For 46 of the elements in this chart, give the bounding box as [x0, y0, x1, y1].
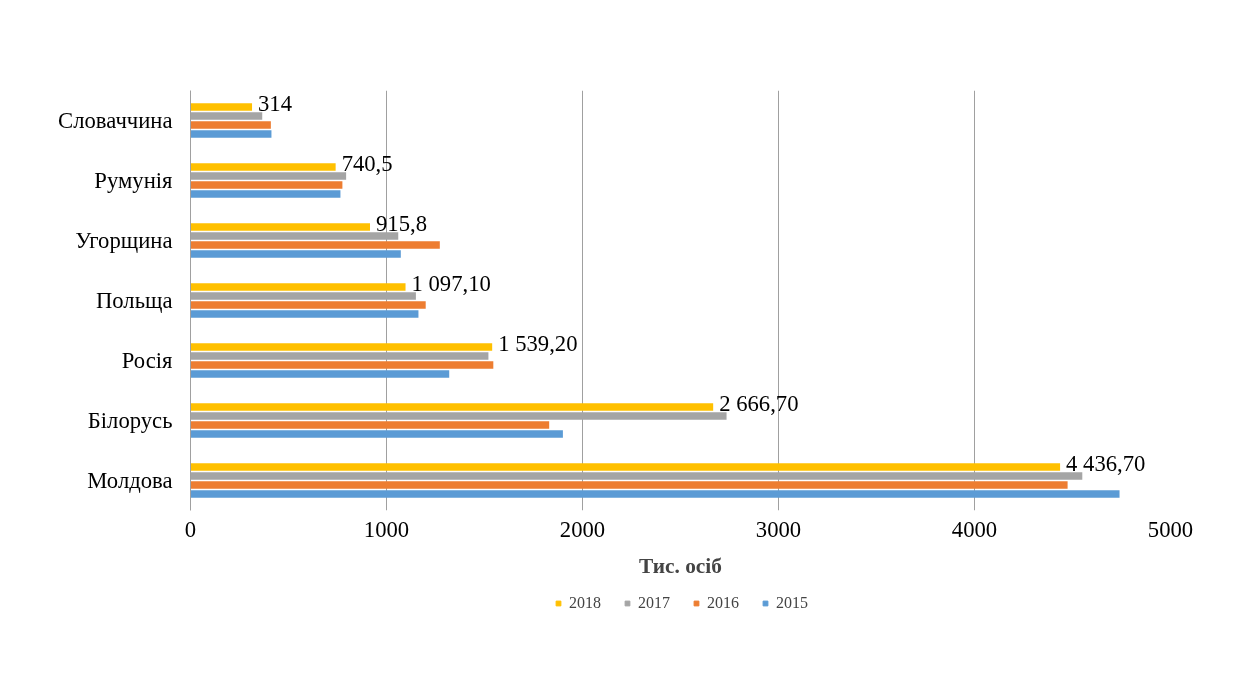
- bar: [190, 121, 271, 129]
- x-tick-label: 2000: [559, 516, 606, 542]
- bar: [190, 421, 550, 429]
- bar: [190, 481, 1068, 489]
- bar: [190, 490, 1120, 498]
- x-tick-label: 0: [184, 516, 197, 542]
- bar: [190, 370, 450, 378]
- y-tick-label: Молдова: [87, 468, 173, 493]
- legend-label: 2016: [707, 593, 739, 612]
- y-tick-label: Угорщина: [75, 228, 173, 253]
- y-tick-label: Румунія: [94, 168, 174, 193]
- bar: [190, 361, 494, 369]
- x-tick-label: 1000: [363, 516, 410, 542]
- legend-label: 2015: [776, 593, 808, 612]
- bar: [190, 241, 440, 249]
- bar: [190, 190, 341, 198]
- bar: [190, 250, 401, 258]
- x-tick-label: 3000: [755, 516, 802, 542]
- legend-label: 2018: [569, 593, 601, 612]
- bar: [190, 283, 406, 291]
- bar: [190, 463, 1061, 471]
- bar: [190, 343, 493, 351]
- x-axis-title: Тис. осіб: [639, 553, 722, 578]
- y-tick-label: Білорусь: [87, 408, 173, 433]
- bar: [190, 130, 272, 138]
- bar: [190, 103, 253, 111]
- y-tick-label: Росія: [121, 348, 174, 373]
- data-label: 740,5: [341, 150, 393, 176]
- bar: [190, 430, 563, 438]
- bar: [190, 310, 419, 318]
- data-label: 4 436,70: [1066, 450, 1146, 476]
- x-tick-label: 5000: [1147, 516, 1194, 542]
- data-label: 1 539,20: [498, 330, 578, 356]
- bar: [190, 301, 426, 309]
- data-label: 314: [258, 90, 293, 116]
- data-label: 2 666,70: [719, 390, 799, 416]
- y-tick-label: Словаччина: [58, 108, 173, 133]
- bar: [190, 223, 370, 231]
- x-tick-label: 4000: [951, 516, 998, 542]
- bar: [190, 181, 343, 189]
- bar: [190, 163, 336, 171]
- y-tick-label: Польща: [95, 288, 173, 313]
- bar: [190, 403, 714, 411]
- data-label: 1 097,10: [411, 270, 491, 296]
- legend-label: 2017: [638, 593, 670, 612]
- data-label: 915,8: [376, 210, 427, 236]
